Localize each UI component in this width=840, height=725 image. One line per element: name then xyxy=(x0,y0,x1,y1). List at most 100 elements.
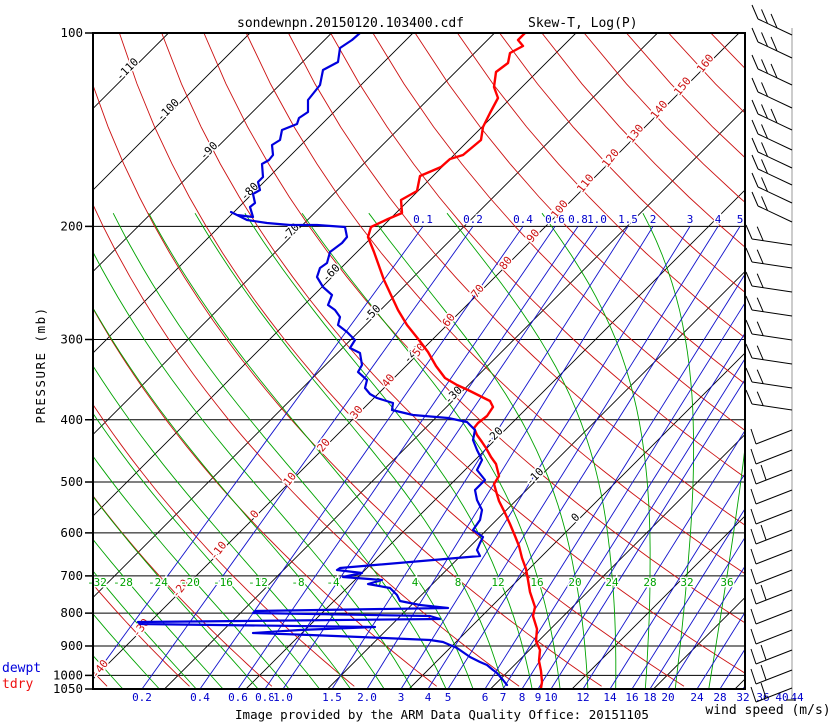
barb-feather xyxy=(750,528,757,545)
dry-adiabat-label: 80 xyxy=(497,254,515,272)
mixing-ratio-bottom-label: 2.0 xyxy=(357,691,377,704)
dry-adiabat-label: 30 xyxy=(347,403,365,421)
barb-feather xyxy=(750,588,757,605)
mixing-ratio-top-label: 5 xyxy=(737,213,744,226)
moist-adiabat-line xyxy=(244,212,533,689)
dry-adiabat-label: 140 xyxy=(648,98,670,122)
dry-adiabat-label: -10 xyxy=(207,539,229,563)
isotherm-label: -50 xyxy=(360,302,383,325)
isotherm-line xyxy=(734,678,745,689)
barb-feather xyxy=(760,664,767,681)
mixing-ratio-line xyxy=(237,226,556,689)
mixing-ratio-line xyxy=(427,226,719,689)
pressure-tick-label: 800 xyxy=(60,605,83,620)
barb-feather xyxy=(760,682,767,699)
mixing-ratio-line xyxy=(667,565,745,689)
dry-adiabat-label: 70 xyxy=(469,282,487,300)
barb-stem xyxy=(755,629,793,645)
barb-feather xyxy=(745,389,753,405)
barb-feather xyxy=(751,191,759,207)
barb-feather xyxy=(761,196,768,211)
moist-adiabat-label: 36 xyxy=(720,576,733,589)
barb-stem xyxy=(751,238,793,246)
barb-feather xyxy=(745,343,753,359)
dry-adiabat-label: 150 xyxy=(671,75,693,99)
mixing-ratio-line xyxy=(264,226,579,689)
mixing-ratio-bottom-label: 32 xyxy=(736,691,749,704)
barb-stem xyxy=(757,205,793,223)
barb-stem xyxy=(751,333,793,341)
wind-barb xyxy=(745,224,793,246)
barb-feather xyxy=(751,172,759,188)
dry-adiabat-line xyxy=(203,33,745,624)
isotherm-line xyxy=(571,515,745,689)
barb-feather xyxy=(760,584,767,601)
moist-adiabat-label: -8 xyxy=(291,576,304,589)
mixing-ratio-bottom-label: 28 xyxy=(713,691,726,704)
wind-barb xyxy=(750,644,793,665)
barb-feather xyxy=(745,224,753,240)
tdry-trace xyxy=(366,33,544,689)
mixing-ratio-top-label: 0.1 xyxy=(413,213,433,226)
moist-adiabat-line xyxy=(148,212,474,689)
barb-feather xyxy=(750,648,757,665)
mixing-ratio-bottom-label: 16 xyxy=(625,691,638,704)
dry-adiabat-label: 60 xyxy=(440,311,458,329)
barb-feather xyxy=(750,508,757,525)
barb-feather xyxy=(751,154,759,170)
barb-stem xyxy=(757,68,793,86)
barb-feather xyxy=(756,273,764,288)
mixing-ratio-line xyxy=(609,472,745,689)
barb-feather xyxy=(770,108,778,124)
barb-feather xyxy=(750,468,757,485)
barb-stem xyxy=(757,168,793,186)
wind-barb xyxy=(751,54,793,86)
mixing-ratio-line xyxy=(582,429,745,689)
plot-border xyxy=(92,32,746,690)
mixing-ratio-bottom-label: 7 xyxy=(500,691,507,704)
mixing-ratio-line xyxy=(763,226,840,689)
mixing-ratio-bottom-label: 4 xyxy=(425,691,432,704)
wind-barb xyxy=(751,77,793,109)
moist-adiabat-label: -24 xyxy=(148,576,168,589)
wind-barb xyxy=(751,99,793,131)
wind-barb xyxy=(745,389,793,411)
moist-adiabat-line xyxy=(194,212,505,689)
barb-feather xyxy=(770,36,778,52)
wind-barb xyxy=(745,367,793,389)
barb-stem xyxy=(755,549,793,565)
barb-feather xyxy=(751,77,759,93)
isotherm-line xyxy=(93,33,495,436)
barb-stem xyxy=(751,381,793,389)
barb-feather xyxy=(756,297,764,312)
dry-adiabat-label: 120 xyxy=(599,146,621,170)
pressure-tick-label: 1000 xyxy=(53,667,83,682)
dry-adiabat-line xyxy=(330,33,745,478)
barb-feather xyxy=(745,295,753,311)
wind-barb xyxy=(750,428,793,445)
wind-barb xyxy=(750,464,793,485)
barb-feather xyxy=(750,628,757,645)
mixing-ratio-bottom-label: 9 xyxy=(535,691,542,704)
pressure-tick-label: 300 xyxy=(60,331,83,346)
moist-adiabat-line xyxy=(541,212,651,689)
wind-barb xyxy=(751,154,793,186)
barb-feather xyxy=(760,524,767,541)
wind-barb xyxy=(750,448,793,465)
barb-feather xyxy=(750,568,757,585)
mixing-ratio-top-label: 0.6 xyxy=(545,213,565,226)
moist-adiabat-line xyxy=(708,213,745,689)
barb-stem xyxy=(755,529,793,545)
barb-feather xyxy=(750,448,757,465)
barb-feather xyxy=(761,177,768,192)
barb-feather xyxy=(750,548,757,565)
wind-barb xyxy=(751,172,793,204)
barb-feather xyxy=(751,54,759,70)
dry-adiabat-line xyxy=(93,403,355,687)
isotherm-line xyxy=(245,189,745,689)
barb-feather xyxy=(761,104,768,119)
barb-feather xyxy=(745,247,753,263)
barb-stem xyxy=(755,649,793,665)
mixing-ratio-line xyxy=(366,226,654,689)
